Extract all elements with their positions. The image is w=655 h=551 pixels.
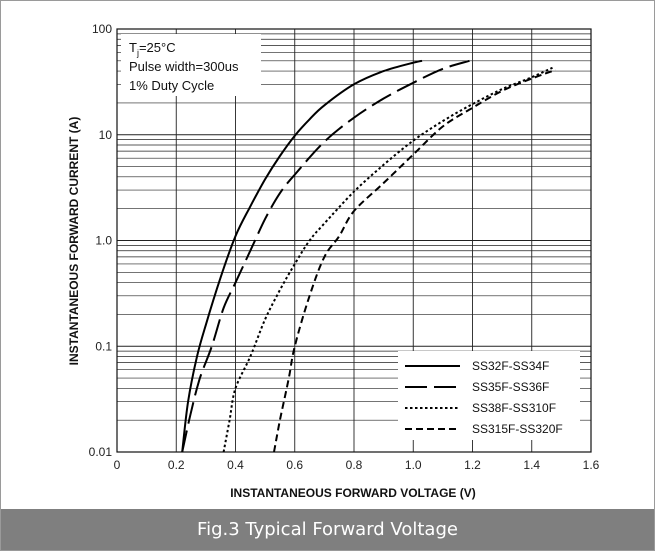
- x-tick-label: 0: [114, 458, 121, 472]
- y-tick-label: 100: [92, 22, 112, 36]
- series-line-2: [181, 59, 470, 453]
- conditions-box: [121, 34, 261, 96]
- y-tick-label: 0.01: [89, 445, 113, 459]
- series-line-4: [273, 68, 556, 453]
- y-axis-label: INSTANTANEOUS FORWARD CURRENT (A): [67, 117, 81, 366]
- forward-voltage-chart: 0 0.2 0.4 0.6 0.8 1.0 1.2 1.4 1.6 0.01 0.1 1.0 10 100…: [67, 22, 600, 500]
- x-tick-label: 0.6: [286, 458, 303, 472]
- pulse-width-note: Pulse width=300us: [129, 59, 239, 74]
- legend: SS32F-SS34F SS35F-SS36F SS38F-SS310F SS315F…: [405, 359, 563, 436]
- x-axis-label: INSTANTANEOUS FORWARD VOLTAGE (V): [230, 486, 476, 500]
- junction-temp-note: Tj=25°C: [129, 40, 176, 58]
- tick-labels: 0 0.2 0.4 0.6 0.8 1.0 1.2 1.4 1.6 0.01 0.1 1.0 10 100: [89, 22, 600, 472]
- legend-label-1: SS32F-SS34F: [472, 359, 549, 373]
- y-tick-label: 10: [99, 128, 113, 142]
- x-tick-label: 0.8: [346, 458, 363, 472]
- figure-caption: Fig.3 Typical Forward Voltage: [197, 519, 458, 540]
- x-tick-label: 1.2: [464, 458, 481, 472]
- legend-label-2: SS35F-SS36F: [472, 380, 549, 394]
- duty-cycle-note: 1% Duty Cycle: [129, 78, 214, 93]
- x-tick-label: 1.4: [523, 458, 540, 472]
- x-tick-label: 0.2: [168, 458, 185, 472]
- series-line-1: [181, 59, 423, 453]
- y-tick-label: 1.0: [95, 234, 112, 248]
- caption-bar: Fig.3 Typical Forward Voltage: [1, 509, 654, 550]
- x-tick-label: 0.4: [227, 458, 244, 472]
- plot-area: [116, 28, 592, 453]
- legend-label-4: SS315F-SS320F: [472, 422, 563, 436]
- series-layer: [181, 59, 556, 453]
- y-tick-label: 0.1: [95, 339, 112, 353]
- legend-label-3: SS38F-SS310F: [472, 401, 556, 415]
- x-tick-label: 1.0: [405, 458, 422, 472]
- x-tick-label: 1.6: [583, 458, 600, 472]
